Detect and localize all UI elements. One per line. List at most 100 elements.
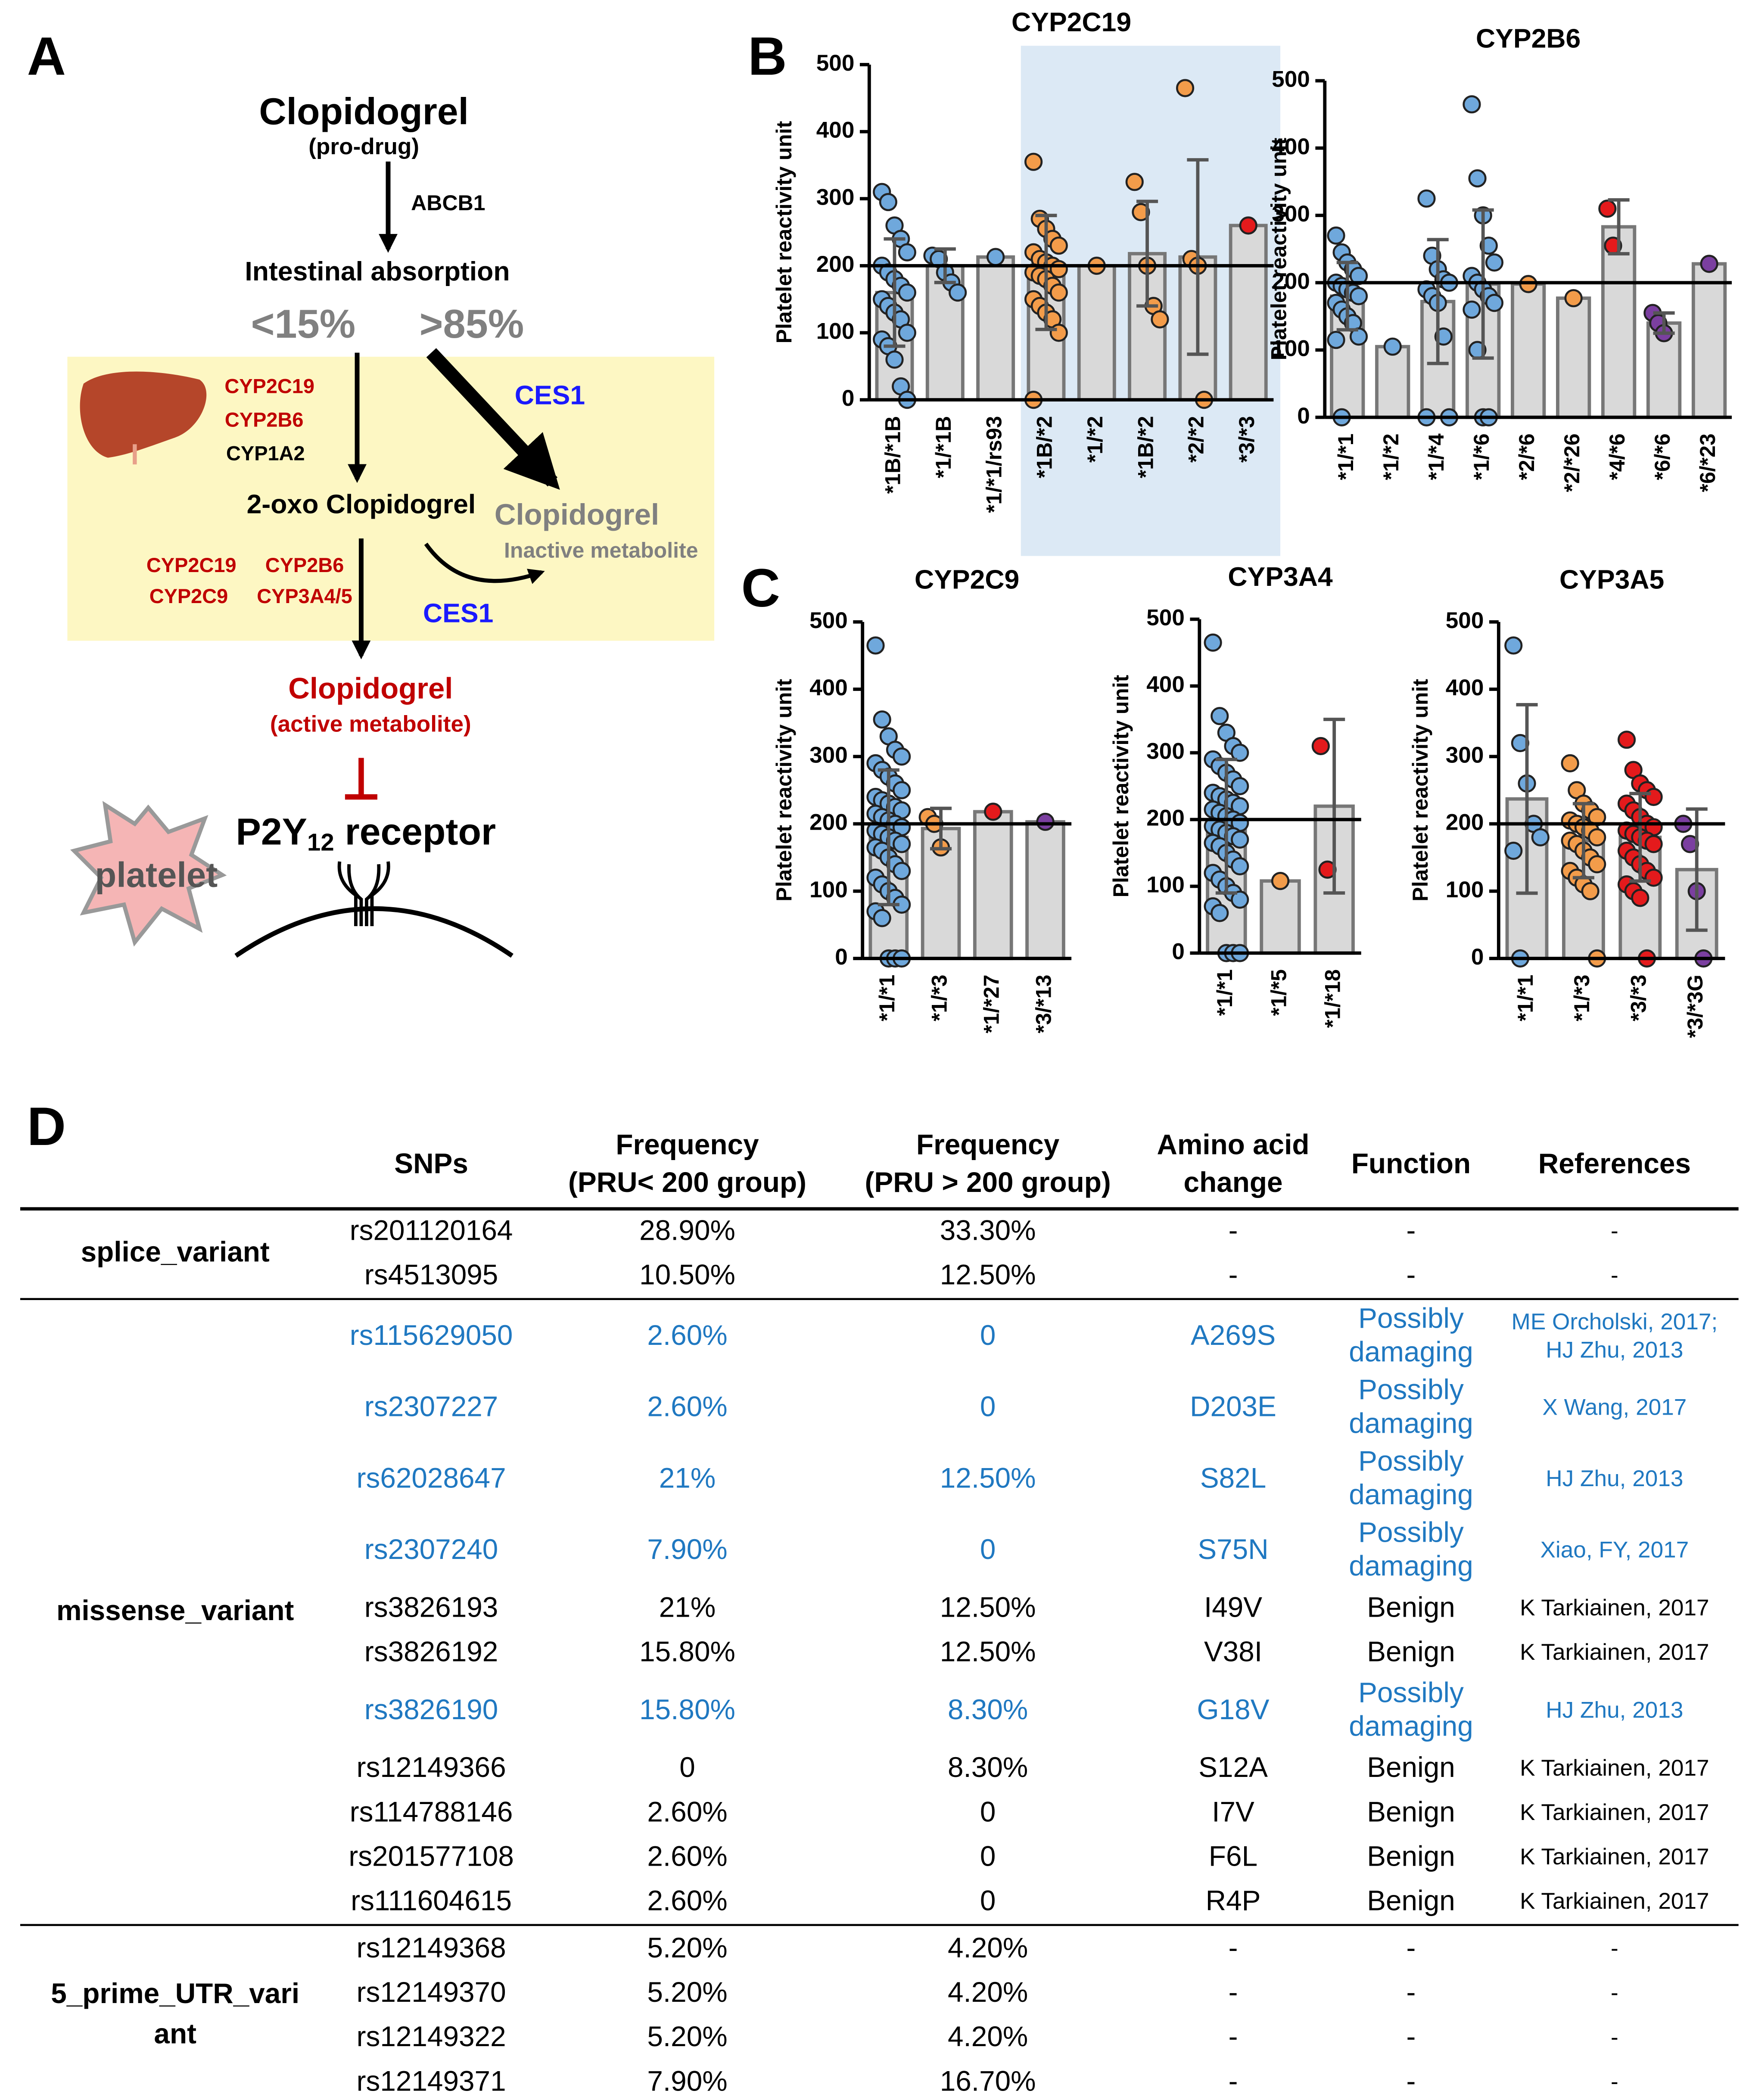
table-cell: 4.20% [948, 2021, 1028, 2052]
x-tick-label: *3/*3G [1683, 975, 1707, 1038]
y-tick-label: 100 [816, 319, 855, 344]
table-cell: rs12149371 [357, 2065, 506, 2097]
table-cell: Benign [1367, 1885, 1455, 1916]
bar [1260, 879, 1301, 955]
error-bar [1215, 758, 1237, 895]
data-point [1239, 216, 1257, 235]
table-cell: 15.80% [639, 1694, 735, 1725]
x-tick-label: *1/*6 [1469, 433, 1494, 480]
error-bar [1686, 807, 1708, 932]
enzyme: CYP3A4/5 [257, 585, 352, 607]
table-cell: rs114788146 [350, 1796, 513, 1827]
x-tick-label: *1/*1B [931, 416, 955, 478]
x-tick-label: *1/*27 [979, 975, 1003, 1033]
y-tick-label: 200 [1272, 268, 1310, 294]
x-tick-label: *1/*2 [1083, 416, 1107, 463]
y-tick-label: 0 [1297, 403, 1310, 429]
table-cell-line: damaging [1349, 1550, 1473, 1582]
column-header-line: Frequency [916, 1129, 1060, 1160]
table-cell: rs12149368 [357, 1932, 506, 1963]
table-cell: S75N [1198, 1534, 1268, 1565]
receptor-suffix: receptor [345, 811, 496, 853]
x-tick-label: *1/*4 [1424, 433, 1448, 480]
error-bar [1516, 703, 1538, 895]
platelet-icon [70, 801, 227, 947]
table-cell: 7.90% [647, 1534, 727, 1565]
error-bar [1035, 214, 1057, 331]
error-bar [878, 768, 899, 906]
data-point [873, 909, 891, 927]
error-bar [1608, 198, 1630, 255]
data-point [1468, 169, 1487, 188]
y-tick-label: 0 [1172, 939, 1185, 964]
x-tick-label: *2/*6 [1515, 433, 1539, 480]
table-cell: 4.20% [948, 1976, 1028, 2008]
data-point [893, 862, 911, 880]
y-axis-label: Platelet reactivity unit [772, 679, 796, 902]
table-cell: 12.50% [940, 1591, 1036, 1623]
data-point [1231, 890, 1249, 909]
x-tick-label: *1/*1 [1213, 969, 1237, 1016]
table-cell: - [1407, 1214, 1416, 1246]
liver-enzyme: CYP1A2 [226, 442, 305, 465]
table-row: rs2307227 2.60% 0 D203E Possibly damaging X Wa… [364, 1374, 1687, 1439]
table-cell: K Tarkiainen, 2017 [1520, 1800, 1709, 1825]
column-header: Amino acid change [1157, 1129, 1310, 1198]
data-point [1311, 737, 1330, 756]
table-cell: I7V [1212, 1796, 1254, 1827]
bar [1077, 264, 1116, 402]
data-point [1049, 283, 1068, 302]
table-cell: rs115629050 [350, 1319, 513, 1351]
table-row: rs12149368 5.20% 4.20% - - - [357, 1932, 1618, 1963]
table-cell: R4P [1206, 1885, 1261, 1916]
active-note: (active metabolite) [270, 711, 471, 737]
x-tick-label: *3/*3 [1627, 975, 1651, 1021]
group-label: 5_prime_UTR_vari ant [51, 1978, 299, 2050]
column-header: Function [1351, 1148, 1471, 1179]
y-tick-label: 200 [816, 252, 855, 277]
table-cell: Benign [1367, 1796, 1455, 1827]
table-cell: - [1611, 1980, 1618, 2006]
table-cell: 12.50% [940, 1259, 1036, 1290]
table-cell: 0 [679, 1752, 695, 1783]
table-cell: 5.20% [647, 1932, 727, 1963]
receptor-icon [337, 861, 390, 926]
data-point [949, 283, 967, 302]
data-point [885, 350, 904, 369]
data-point [1049, 236, 1068, 255]
table-cell: 10.50% [639, 1259, 735, 1290]
table-cell: rs12149370 [357, 1976, 506, 2008]
data-point [1132, 203, 1150, 221]
y-axis-label: Platelet reactivity unit [1109, 675, 1133, 897]
table-cell: - [1611, 1263, 1618, 1288]
table-cell: - [1611, 2069, 1618, 2094]
data-point [1151, 310, 1169, 329]
data-point [984, 803, 1002, 821]
x-tick-label: *1/*18 [1320, 969, 1344, 1028]
table-cell: 0 [980, 1796, 996, 1827]
x-tick-label: *1/*3 [1570, 975, 1594, 1021]
table-row: rs62028647 21% 12.50% S82L Possibly damaging H… [357, 1445, 1684, 1510]
x-tick-label: *1/*5 [1267, 969, 1291, 1016]
table-row: rs201120164 28.90% 33.30% - - - [350, 1214, 1618, 1246]
table-cell: Benign [1367, 1636, 1455, 1667]
table-cell: 15.80% [639, 1636, 735, 1667]
table-cell: - [1407, 1259, 1416, 1290]
x-tick-label: *2/*2 [1184, 416, 1208, 463]
table-cell-line: ME Orcholski, 2017; [1512, 1309, 1718, 1335]
table-row: rs3826193 21% 12.50% I49V Benign K Tarkiainen… [364, 1591, 1709, 1623]
column-header-line: change [1184, 1167, 1283, 1198]
table-cell: - [1407, 2065, 1416, 2097]
y-tick-label: 200 [1146, 806, 1185, 831]
column-header-line: Amino acid [1157, 1129, 1310, 1160]
table-cell: G18V [1197, 1694, 1270, 1725]
y-tick-label: 100 [809, 877, 848, 902]
y-tick-label: 400 [1272, 134, 1310, 159]
column-header: References [1538, 1148, 1691, 1179]
table-cell: rs201577108 [349, 1840, 514, 1872]
y-tick-label: 100 [1446, 877, 1484, 902]
data-point [879, 193, 897, 212]
receptor: P2Y12 receptor [236, 811, 496, 856]
table-cell: 2.60% [647, 1391, 727, 1422]
